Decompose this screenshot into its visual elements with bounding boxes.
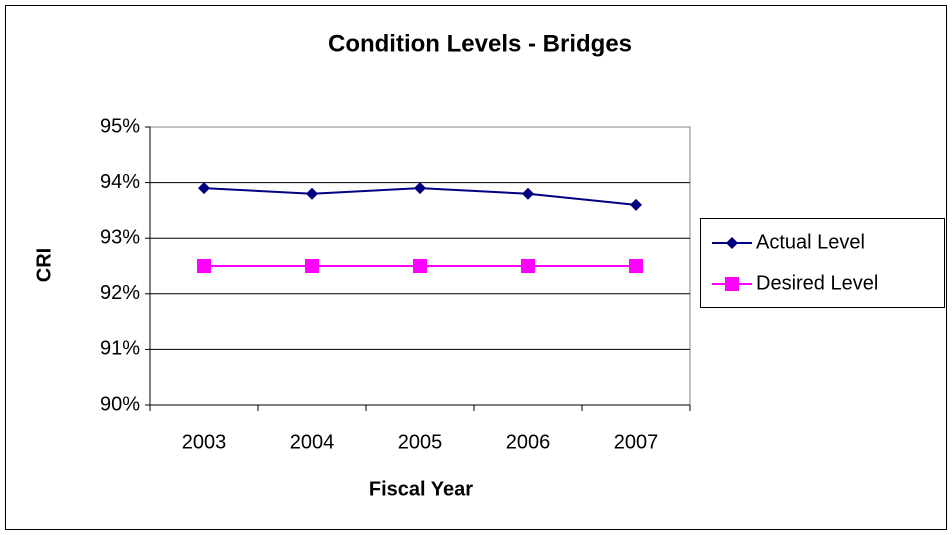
x-tick-label: 2004 xyxy=(290,431,335,453)
y-tick-label: 93% xyxy=(100,226,140,248)
data-point xyxy=(629,259,643,273)
data-point xyxy=(305,259,319,273)
legend xyxy=(700,218,945,308)
x-tick-label: 2005 xyxy=(398,431,443,453)
legend-marker xyxy=(726,237,738,249)
data-point xyxy=(630,198,642,211)
data-point xyxy=(414,182,426,195)
y-tick-label: 90% xyxy=(100,393,140,415)
data-point xyxy=(306,187,318,200)
y-tick-label: 95% xyxy=(100,115,140,137)
legend-label: Desired Level xyxy=(756,272,878,294)
data-point xyxy=(413,259,427,273)
x-axis-label: Fiscal Year xyxy=(369,478,473,500)
data-point xyxy=(198,182,210,195)
data-point xyxy=(197,259,211,273)
x-tick-label: 2007 xyxy=(614,431,659,453)
legend-marker xyxy=(725,277,739,291)
x-tick-label: 2003 xyxy=(182,431,227,453)
y-axis-label: CRI xyxy=(33,248,55,282)
y-tick-label: 94% xyxy=(100,171,140,193)
data-point xyxy=(521,259,535,273)
data-point xyxy=(522,187,534,200)
y-tick-label: 91% xyxy=(100,338,140,360)
chart-title: Condition Levels - Bridges xyxy=(328,30,632,57)
y-tick-label: 92% xyxy=(100,282,140,304)
legend-label: Actual Level xyxy=(756,231,865,253)
x-tick-label: 2006 xyxy=(506,431,551,453)
